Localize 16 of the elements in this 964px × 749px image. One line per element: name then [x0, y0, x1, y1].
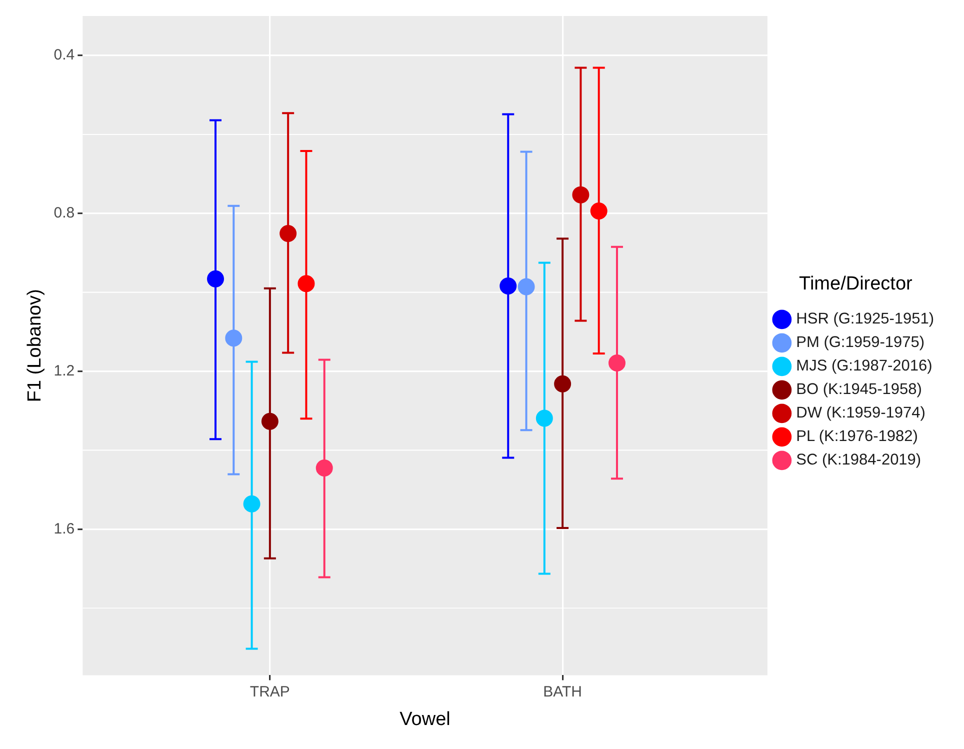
x-tick-label: TRAP [250, 683, 290, 700]
x-tick-label: BATH [543, 683, 582, 700]
x-axis-title: Vowel [400, 708, 450, 730]
legend-label: DW (K:1959-1974) [796, 404, 926, 422]
y-tick-label: 1.2 [54, 362, 75, 380]
y-tick-label: 0.8 [54, 204, 75, 222]
legend-label: SC (K:1984-2019) [796, 452, 922, 469]
y-tick-label: 0.4 [54, 46, 75, 64]
y-tick-label: 1.6 [54, 520, 75, 538]
legend-label: BO (K:1945-1958) [796, 381, 922, 398]
legend-label: PL (K:1976-1982) [796, 428, 918, 446]
legend-title: Time/Director [799, 274, 914, 295]
legend-label: HSR (G:1925-1951) [796, 310, 934, 328]
legend-label: MJS (G:1987-2016) [796, 358, 932, 375]
legend-label: PM (G:1959-1975) [796, 334, 925, 352]
y-axis-title: F1 (Lobanov) [24, 289, 46, 402]
